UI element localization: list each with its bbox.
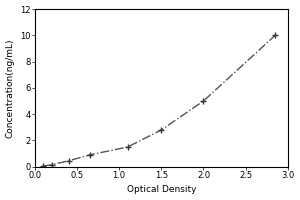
X-axis label: Optical Density: Optical Density: [127, 185, 196, 194]
Y-axis label: Concentration(ng/mL): Concentration(ng/mL): [6, 38, 15, 138]
